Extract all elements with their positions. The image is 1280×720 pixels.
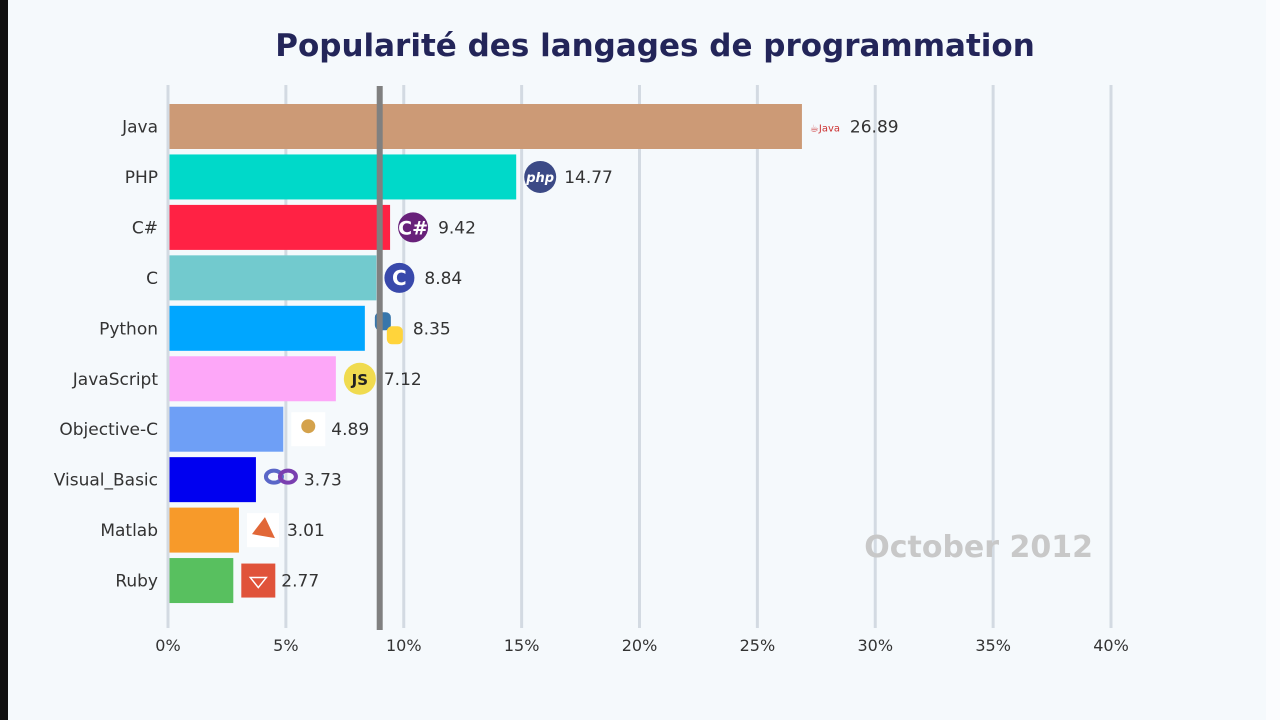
category-label: Java — [121, 118, 158, 138]
python-icon — [386, 326, 403, 345]
csharp-icon-text: C# — [398, 217, 428, 239]
category-label: PHP — [125, 168, 158, 188]
value-label: 4.89 — [331, 420, 369, 440]
category-label: Ruby — [115, 572, 158, 592]
value-label: 8.84 — [424, 269, 462, 289]
csharp-icon — [398, 212, 429, 243]
visual-basic-icon — [277, 468, 298, 485]
ruby-icon — [241, 563, 276, 598]
chart-title: Popularité des langages de programmation — [275, 28, 1035, 64]
x-tick-label: 30% — [857, 636, 893, 655]
value-label: 8.35 — [413, 319, 451, 339]
x-tick-label: 35% — [975, 636, 1011, 655]
x-tick-label: 0% — [155, 636, 180, 655]
x-tick-label: 15% — [504, 636, 540, 655]
bar-ruby — [169, 558, 234, 604]
category-label: Python — [99, 319, 158, 339]
bar-visual_basic — [169, 457, 256, 503]
bar-javascript — [169, 356, 336, 402]
ruby-gem-icon — [248, 576, 268, 589]
category-label: JavaScript — [72, 370, 159, 390]
category-label: C# — [132, 218, 158, 238]
period-label: October 2012 — [864, 530, 1093, 565]
bar-java — [169, 104, 802, 149]
category-label: Visual_Basic — [54, 471, 158, 491]
value-label: 26.89 — [850, 118, 899, 138]
frame-edge — [0, 0, 8, 720]
php-icon — [524, 160, 557, 193]
java-icon: ☕Java — [810, 124, 840, 135]
frame-edge — [1266, 0, 1280, 720]
javascript-icon-text: JS — [351, 371, 368, 389]
value-label: 2.77 — [281, 572, 319, 592]
php-icon-text: php — [525, 171, 554, 186]
x-tick-label: 20% — [622, 636, 658, 655]
x-tick-label: 10% — [386, 636, 422, 655]
bar-python — [169, 305, 365, 351]
value-label: 3.73 — [304, 471, 342, 491]
javascript-icon — [343, 362, 376, 395]
c-icon-text: C — [392, 266, 407, 290]
x-tick-label: 40% — [1093, 636, 1129, 655]
value-label: 9.42 — [438, 218, 476, 238]
category-label: Matlab — [100, 521, 158, 541]
x-tick-label: 25% — [740, 636, 776, 655]
bar-matlab — [169, 507, 239, 553]
apple-icon — [301, 419, 316, 434]
category-label: C — [146, 269, 158, 289]
bar-c — [169, 255, 377, 301]
bar-php — [169, 154, 517, 200]
category-label: Objective-C — [59, 420, 158, 440]
value-label: 3.01 — [287, 521, 325, 541]
value-label: 7.12 — [384, 370, 422, 390]
x-tick-label: 5% — [273, 636, 298, 655]
bar-c# — [169, 204, 391, 250]
bar-objective-c — [169, 406, 284, 452]
c-icon — [384, 262, 415, 293]
value-label: 14.77 — [564, 168, 613, 188]
matlab-icon — [251, 517, 275, 539]
